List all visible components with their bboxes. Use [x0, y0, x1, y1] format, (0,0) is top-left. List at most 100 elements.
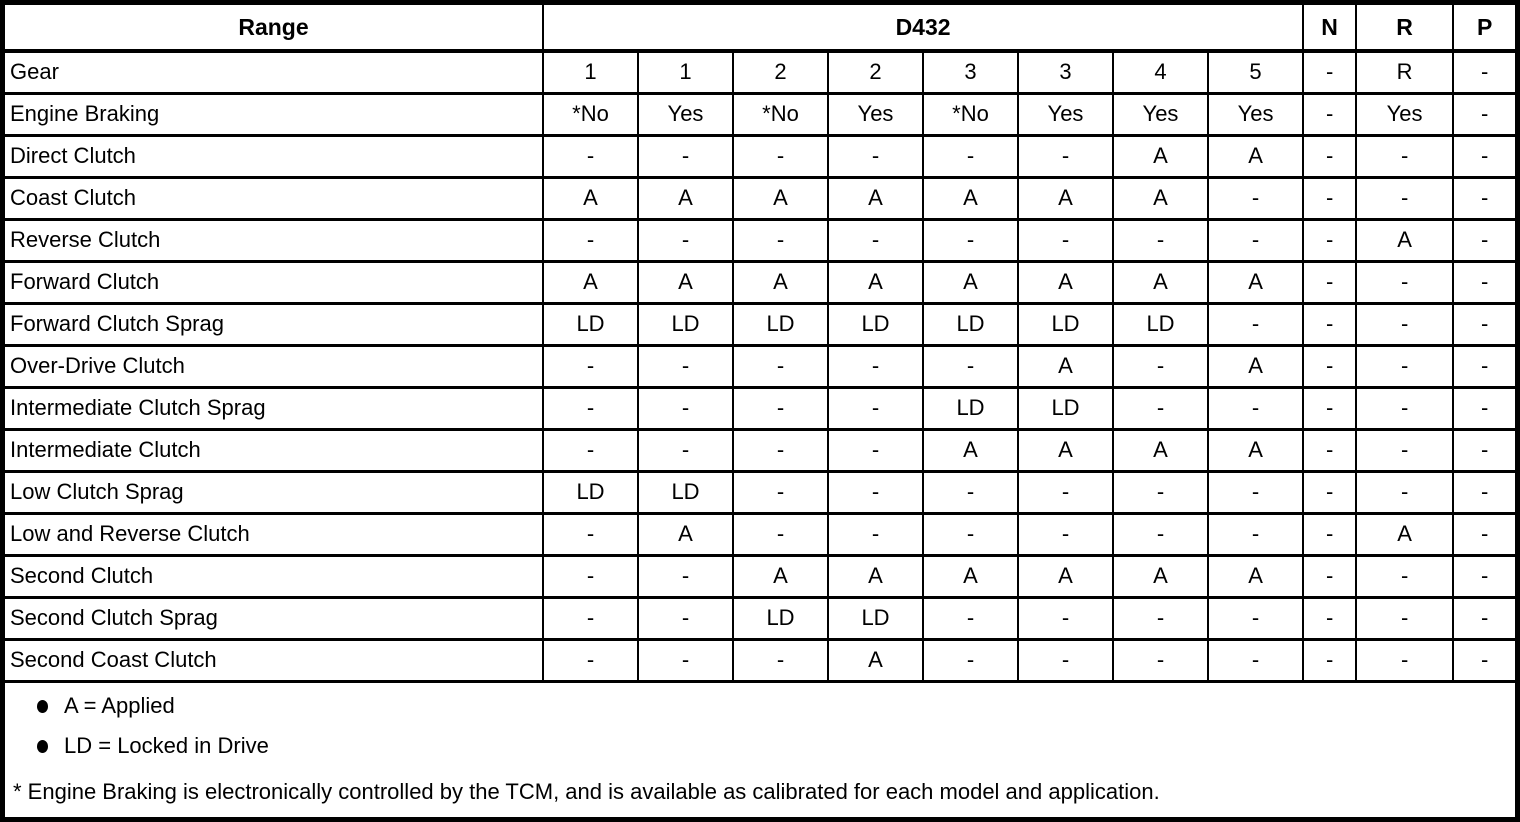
cell-value: A: [922, 427, 1019, 473]
cell-value: -: [1452, 511, 1516, 557]
table-footer: A = Applied LD = Locked in Drive * Engine…: [5, 683, 1515, 818]
cell-value: 4: [1112, 49, 1209, 95]
cell-value: A: [732, 553, 829, 599]
row-label: Forward Clutch Sprag: [5, 301, 544, 347]
row-label: Direct Clutch: [5, 133, 544, 179]
cell-value: -: [1112, 637, 1209, 683]
cell-value: -: [1452, 91, 1516, 137]
row-label: Coast Clutch: [5, 175, 544, 221]
header-row: Range D432 N R P: [5, 5, 1516, 53]
cell-value: A: [827, 553, 924, 599]
cell-value: *No: [922, 91, 1019, 137]
cell-value: -: [827, 385, 924, 431]
table-body: Gear 1 1 2 2 3 3 4 5- R - Engine Braking *No Yes *No Ye…: [5, 49, 1516, 683]
table-row: Over-Drive Clutch - - - - - A - A - - -: [5, 343, 1516, 389]
cell-value: -: [1452, 259, 1516, 305]
cell-value: -: [1206, 301, 1305, 347]
bullet-icon: [37, 699, 48, 713]
cell-value: -: [1452, 469, 1516, 515]
cell-value: LD: [542, 301, 639, 347]
cell-value: -: [1302, 91, 1358, 137]
cell-value: LD: [637, 301, 734, 347]
cell-value: -: [1452, 385, 1516, 431]
cell-value: -: [827, 511, 924, 557]
cell-value: LD: [732, 595, 829, 641]
row-label: Second Coast Clutch: [5, 637, 544, 683]
cell-value: 2: [827, 49, 924, 95]
cell-value: -: [732, 385, 829, 431]
cell-value: A: [1017, 553, 1114, 599]
cell-value: -: [542, 637, 639, 683]
cell-value: -: [922, 637, 1019, 683]
legend-item: A = Applied: [37, 693, 1507, 720]
row-label: Second Clutch Sprag: [5, 595, 544, 641]
cell-value: -: [542, 595, 639, 641]
cell-value: A: [542, 175, 639, 221]
cell-value: -: [637, 637, 734, 683]
table-row: Forward Clutch A A A A A A A A - - -: [5, 259, 1516, 305]
bullet-icon: [37, 739, 48, 753]
cell-value: -: [1302, 259, 1358, 305]
cell-value: A: [827, 259, 924, 305]
cell-value: -: [637, 217, 734, 263]
cell-value: Yes: [827, 91, 924, 137]
cell-value: -: [1112, 217, 1209, 263]
cell-value: -: [1355, 259, 1455, 305]
cell-value: -: [1302, 343, 1358, 389]
cell-value: -: [1302, 175, 1358, 221]
cell-value: -: [542, 343, 639, 389]
cell-value: -: [1452, 427, 1516, 473]
table-row: Engine Braking *No Yes *No Yes *No Yes Yes Yes - Y…: [5, 91, 1516, 137]
row-label: Low and Reverse Clutch: [5, 511, 544, 557]
cell-value: A: [1112, 427, 1209, 473]
cell-value: -: [637, 343, 734, 389]
cell-value: -: [1355, 343, 1455, 389]
cell-value: -: [732, 469, 829, 515]
cell-value: A: [1112, 175, 1209, 221]
table-row: Second Clutch Sprag - - LD LD - - - - - - -: [5, 595, 1516, 641]
cell-value: A: [1206, 553, 1305, 599]
cell-value: -: [1206, 175, 1305, 221]
cell-value: -: [1355, 133, 1455, 179]
header-r: R: [1355, 5, 1455, 53]
table-row: Second Coast Clutch - - - A - - - - - - -: [5, 637, 1516, 683]
table-row: Low and Reverse Clutch - A - - - - - - - A -: [5, 511, 1516, 557]
cell-value: -: [1206, 511, 1305, 557]
cell-value: -: [922, 217, 1019, 263]
cell-value: -: [637, 427, 734, 473]
cell-value: Yes: [1206, 91, 1305, 137]
header-p: P: [1452, 5, 1516, 53]
cell-value: -: [1302, 133, 1358, 179]
cell-value: -: [1302, 301, 1358, 347]
cell-value: *No: [542, 91, 639, 137]
cell-value: A: [922, 553, 1019, 599]
cell-value: *No: [732, 91, 829, 137]
cell-value: -: [1452, 175, 1516, 221]
cell-value: -: [1112, 469, 1209, 515]
cell-value: A: [922, 175, 1019, 221]
cell-value: 3: [922, 49, 1019, 95]
cell-value: -: [1112, 343, 1209, 389]
cell-value: -: [637, 133, 734, 179]
row-label: Intermediate Clutch Sprag: [5, 385, 544, 431]
cell-value: -: [827, 469, 924, 515]
cell-value: -: [542, 511, 639, 557]
cell-value: -: [1302, 49, 1358, 95]
table-row: Direct Clutch - - - - - - A A - - -: [5, 133, 1516, 179]
cell-value: -: [1112, 385, 1209, 431]
cell-value: LD: [732, 301, 829, 347]
cell-value: A: [1017, 343, 1114, 389]
cell-value: LD: [1017, 301, 1114, 347]
row-label: Second Clutch: [5, 553, 544, 599]
table-header: Range D432 N R P: [5, 5, 1516, 53]
cell-value: -: [1302, 637, 1358, 683]
cell-value: R: [1355, 49, 1455, 95]
cell-value: -: [1017, 595, 1114, 641]
table-row: Gear 1 1 2 2 3 3 4 5- R -: [5, 49, 1516, 95]
cell-value: -: [1302, 217, 1358, 263]
row-label: Over-Drive Clutch: [5, 343, 544, 389]
cell-value: A: [1112, 553, 1209, 599]
cell-value: -: [1206, 217, 1305, 263]
cell-value: -: [827, 343, 924, 389]
cell-value: A: [732, 259, 829, 305]
